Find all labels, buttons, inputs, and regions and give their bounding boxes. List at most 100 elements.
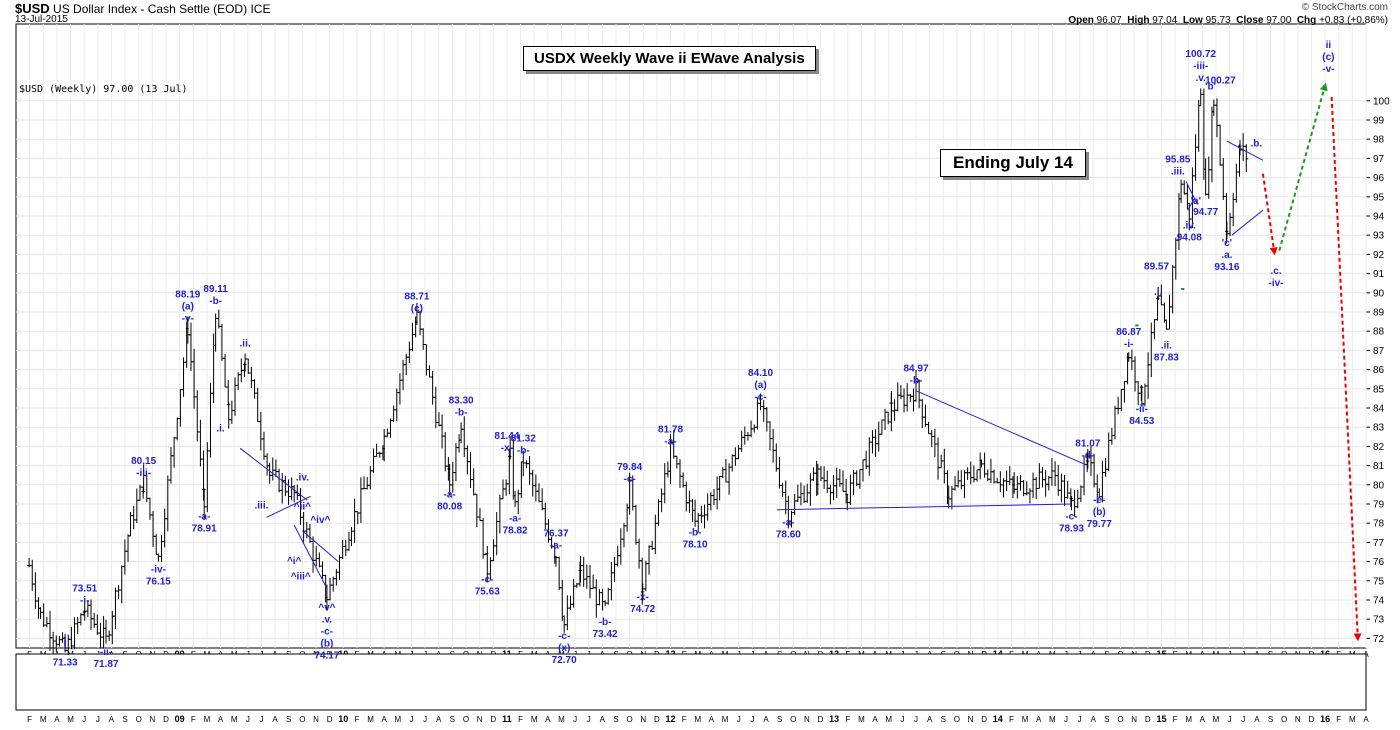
y-tick-label: 90: [1373, 288, 1385, 299]
chart-exchange: ICE: [250, 2, 271, 16]
wave-label-line: -a-: [664, 437, 676, 448]
change-value: +0.83 (+0.86%): [1319, 15, 1388, 26]
wave-label: ^iii^: [291, 571, 311, 582]
y-tick-label: 86: [1373, 365, 1385, 376]
wave-label-line: 84.97: [903, 363, 928, 374]
x-tick-label-lower: M: [1185, 715, 1192, 724]
x-tick-label-lower: J: [1064, 715, 1068, 724]
y-tick-label: 74: [1373, 596, 1385, 607]
wave-label: 88.19 (a) -v-: [175, 290, 200, 325]
wave-label: .b.: [1251, 139, 1263, 150]
x-tick-label-lower: M: [204, 715, 211, 724]
x-tick-label-lower: A: [109, 715, 115, 724]
wave-label: .iv.: [296, 473, 309, 484]
x-tick-label-lower: F: [845, 715, 850, 724]
x-tick-label-lower: F: [354, 715, 359, 724]
wave-label-line: .v.: [1196, 73, 1207, 84]
wave-label: -c-75.63: [475, 575, 500, 598]
x-tick-label-lower: D: [654, 715, 660, 724]
x-tick-label-lower: A: [600, 715, 606, 724]
x-tick-label-lower: J: [246, 715, 250, 724]
wave-label-line: (b): [321, 639, 334, 650]
wave-label-line: -c-: [754, 392, 766, 403]
x-tick-label-lower: S: [613, 715, 618, 724]
x-tick-label-lower: M: [722, 715, 729, 724]
copyright[interactable]: © StockCharts.com: [1301, 2, 1388, 13]
wave-label-line: (x): [558, 643, 570, 654]
wave-label-line: .ii.: [1161, 340, 1172, 351]
wave-label: 81.07 -d-: [1075, 438, 1100, 461]
x-tick-label-lower: D: [981, 715, 987, 724]
projection-arrow-down: [1261, 173, 1278, 256]
wave-label: 'a': [1191, 196, 1201, 207]
x-tick-label-lower: A: [54, 715, 60, 724]
x-tick-label-lower: A: [1200, 715, 1206, 724]
trend-line: [1185, 181, 1198, 205]
wave-label-line: ^iii^: [291, 571, 311, 582]
x-tick-label-lower: S: [1104, 715, 1109, 724]
x-tick-label-lower: A: [872, 715, 878, 724]
wave-label: 79.84 -c-: [617, 462, 642, 485]
wave-label-line: -b-: [209, 296, 222, 307]
wave-label-line: -iv-: [151, 565, 166, 576]
x-tick-label-lower: O: [627, 715, 633, 724]
wave-label-line: ii: [1326, 40, 1332, 51]
x-tick-label-lower: D: [163, 715, 169, 724]
wave-label-line: -iv-: [1269, 278, 1284, 289]
wave-label-line: 79.84: [617, 462, 642, 473]
wave-label: -a-80.08: [437, 489, 462, 512]
wave-label: 84.97 -b-: [903, 363, 928, 386]
open-value: 96.07: [1096, 15, 1122, 26]
wave-label-line: ^v^: [318, 603, 335, 614]
y-tick-label: 77: [1373, 538, 1385, 549]
x-tick-label-lower: O: [790, 715, 796, 724]
wave-label-line: (c): [1322, 52, 1334, 63]
wave-label: -c-(x) 72.70: [552, 631, 577, 666]
x-tick-label-lower: 12: [666, 714, 676, 724]
wave-label: .iv. 94.08: [1177, 220, 1202, 243]
wave-label-line: ^i^: [287, 556, 302, 567]
x-tick-label-lower: J: [1078, 715, 1082, 724]
x-tick-label-lower: 11: [502, 714, 512, 724]
wave-label: 86.87 -i-: [1116, 327, 1141, 350]
series-legend: $USD (Weekly) 97.00 (13 Jul): [19, 84, 188, 95]
wave-label: 89.11 -b-: [203, 284, 228, 307]
wave-label-line: -x-: [637, 592, 649, 603]
x-tick-label-lower: M: [858, 715, 865, 724]
projection-arrow-crash: [1330, 96, 1362, 642]
wave-label-line: 78.10: [683, 539, 708, 550]
wave-label-line: -a-: [198, 512, 210, 523]
x-tick-label-lower: S: [286, 715, 291, 724]
wave-label-line: (a): [182, 302, 194, 313]
y-tick-label: 80: [1373, 480, 1385, 491]
wave-label-line: 73.42: [593, 629, 618, 640]
x-tick-label-lower: A: [927, 715, 933, 724]
wave-label: 73.51 -i-: [72, 583, 97, 606]
x-tick-label-lower: F: [682, 715, 687, 724]
low-value: 95.73: [1205, 15, 1231, 26]
y-tick-label: 99: [1373, 116, 1385, 127]
wave-label-line: (c): [411, 304, 423, 315]
wave-label-line: -x-: [501, 443, 513, 454]
wave-label-line: 78.82: [503, 525, 528, 536]
wave-label-line: 'b': [1205, 82, 1216, 93]
y-tick-label: 84: [1373, 404, 1385, 415]
chart-symbol-line: $USD US Dollar Index - Cash Settle (EOD)…: [15, 1, 270, 16]
trend-line: [239, 447, 308, 501]
x-tick-label-lower: N: [149, 715, 155, 724]
x-tick-label-lower: A: [218, 715, 224, 724]
x-tick-label-lower: S: [450, 715, 455, 724]
wave-label-line: -b-: [517, 445, 530, 456]
wave-label-line: 73.51: [72, 583, 97, 594]
trend-line: [293, 524, 328, 589]
x-tick-label-lower: A: [545, 715, 551, 724]
x-tick-label-lower: O: [463, 715, 469, 724]
x-tick-label-lower: 09: [175, 714, 185, 724]
wave-label-line: -c-: [624, 474, 636, 485]
trend-line: [915, 390, 1089, 467]
ending-date-box: Ending July 14: [940, 149, 1086, 177]
x-tick-label-lower: N: [804, 715, 810, 724]
x-tick-label-lower: O: [954, 715, 960, 724]
wave-label: 76.37 -a-: [543, 528, 568, 551]
wave-label-line: 81.44: [494, 431, 519, 442]
